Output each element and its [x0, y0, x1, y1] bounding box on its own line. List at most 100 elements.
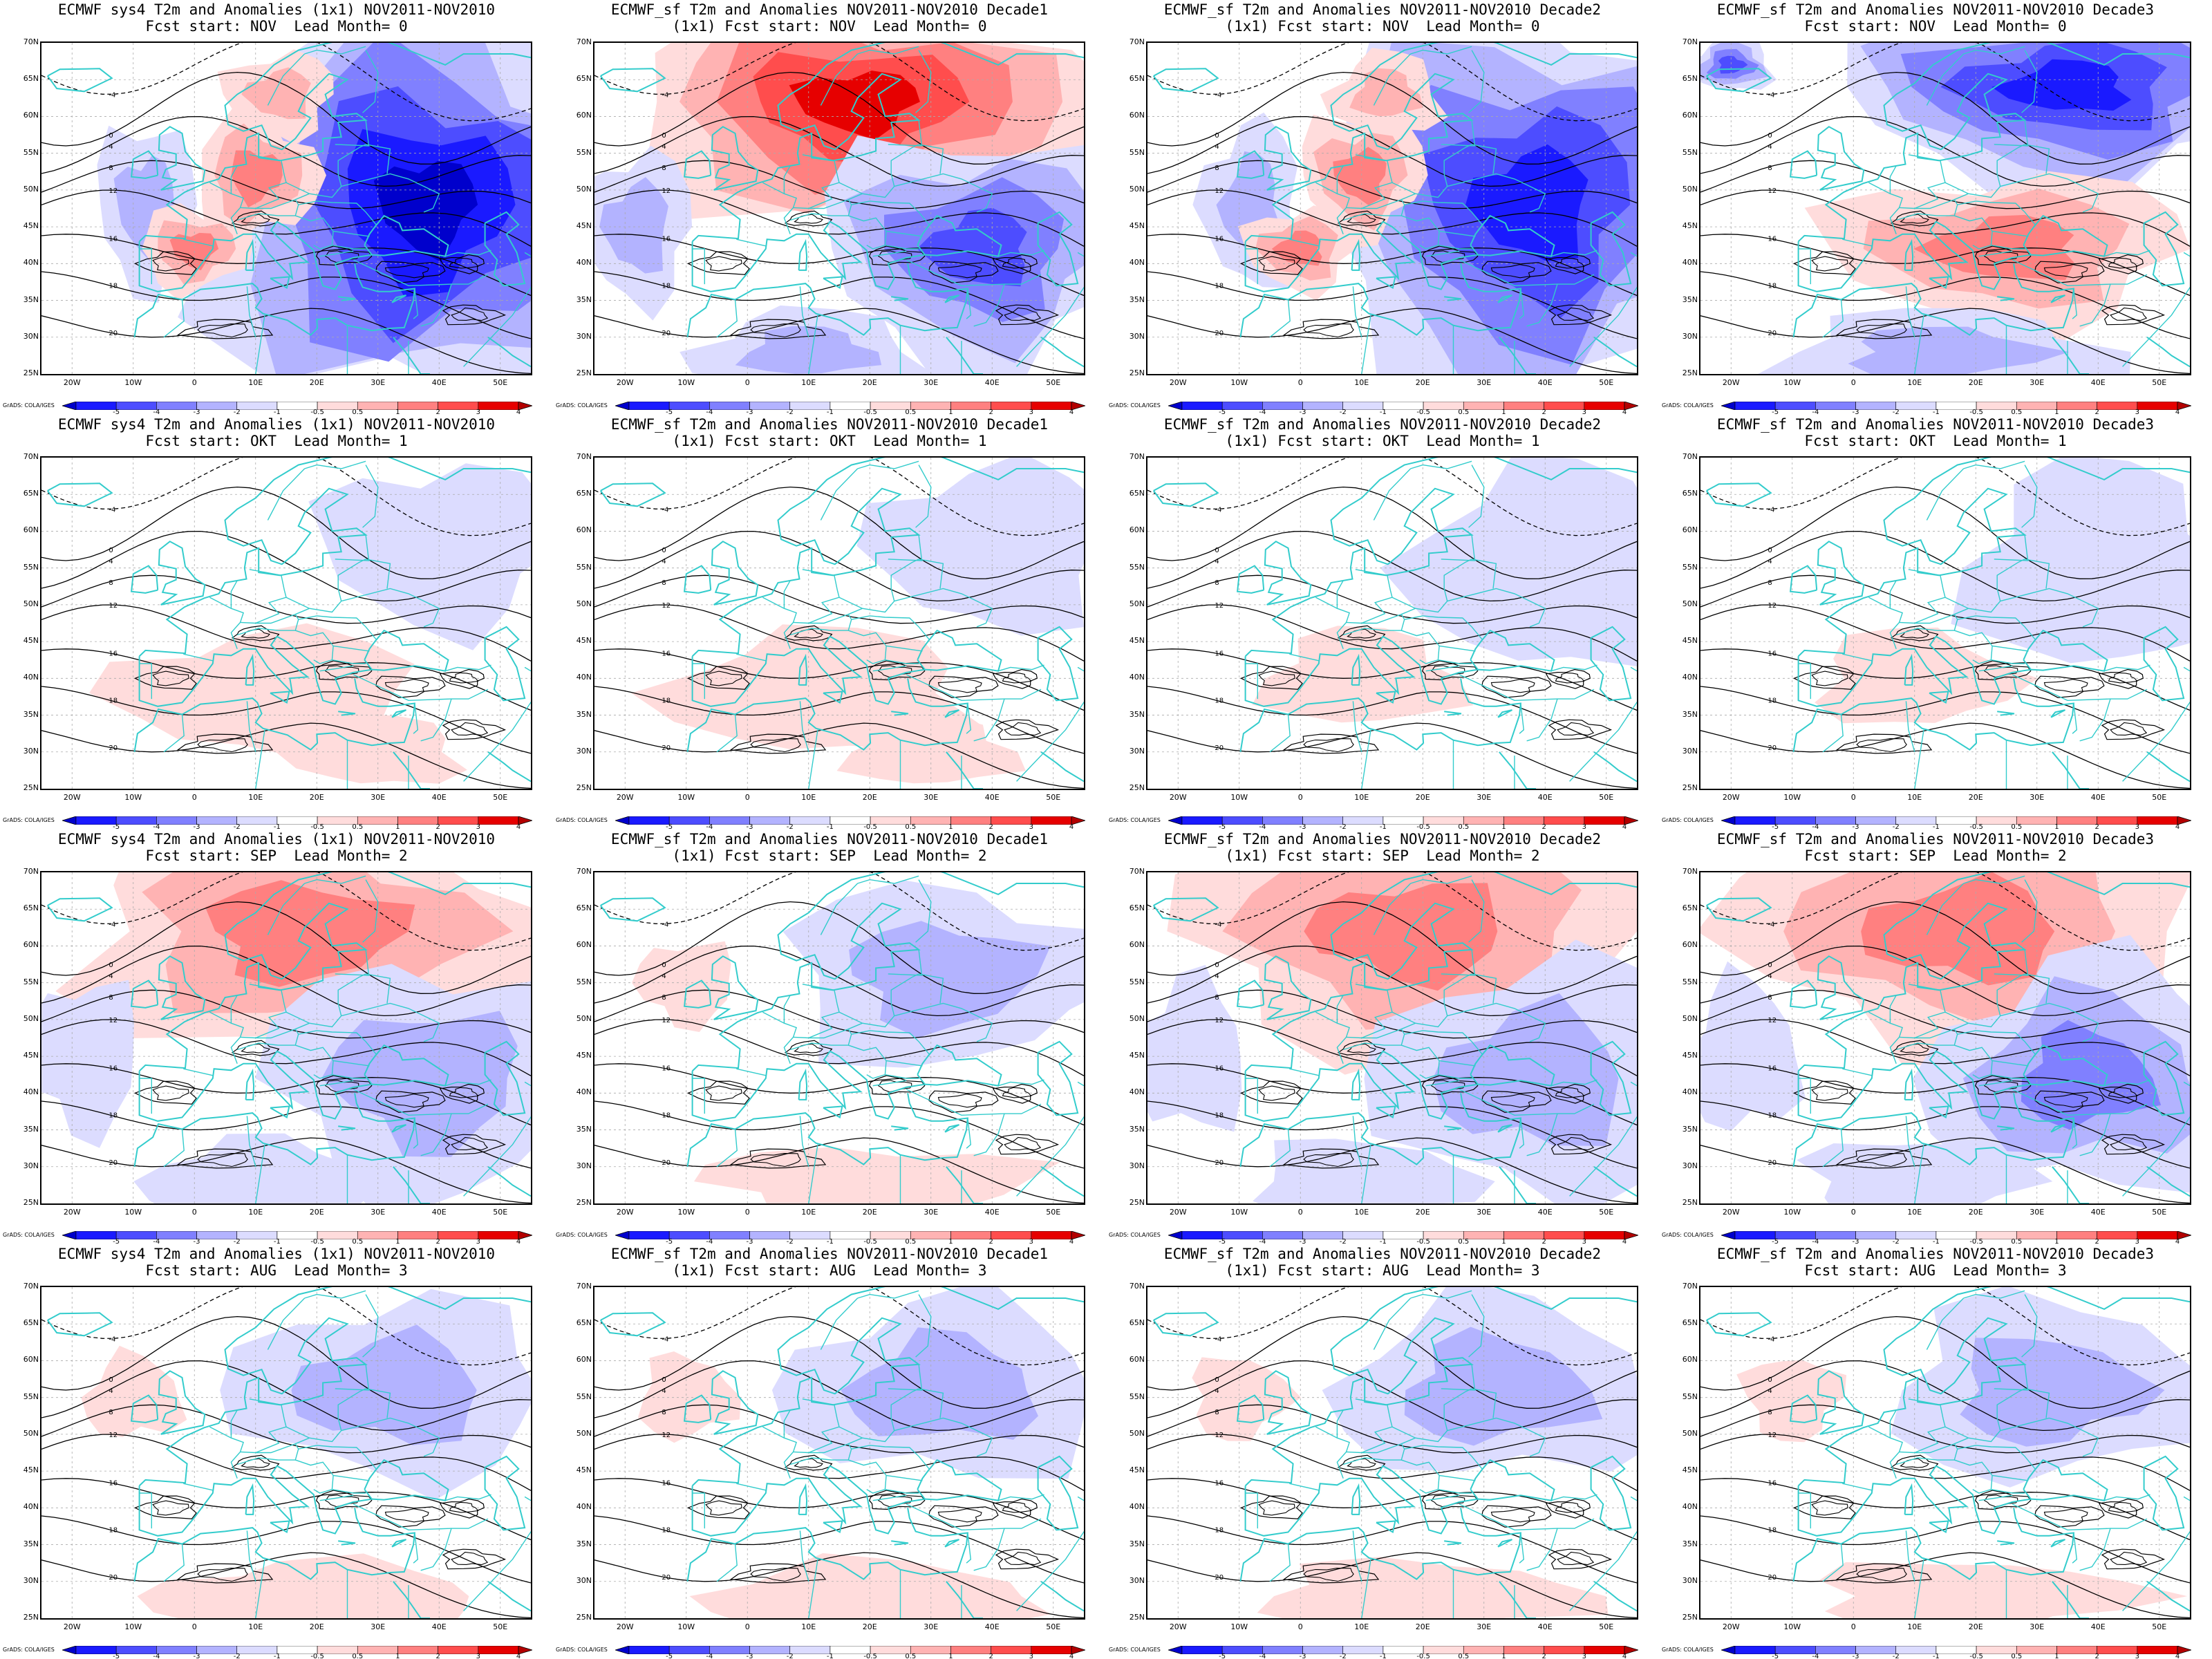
latitude-label: 60N — [23, 940, 39, 950]
latitude-label: 60N — [23, 1355, 39, 1365]
latitude-label: 60N — [23, 525, 39, 535]
latitude-label: 30N — [1682, 746, 1698, 756]
colorbar — [61, 1230, 534, 1240]
latitude-label: 40N — [23, 1087, 39, 1097]
longitude-label: 40E — [2090, 378, 2106, 387]
svg-text:20: 20 — [1768, 744, 1777, 752]
longitude-label: 10E — [801, 1622, 816, 1631]
longitude-label: 50E — [1599, 378, 1614, 387]
svg-text:20: 20 — [662, 744, 671, 752]
longitude-label: 10E — [248, 793, 263, 802]
map-canvas: -4 0 4 8 12 16 18 20 — [594, 1287, 1084, 1618]
longitude-label: 40E — [2090, 793, 2106, 802]
svg-text:18: 18 — [109, 697, 118, 705]
latitude-label: 35N — [23, 1124, 39, 1134]
longitude-label: 10E — [248, 1622, 263, 1631]
colorbar-swatch — [1815, 401, 1856, 411]
svg-text:16: 16 — [1215, 1065, 1224, 1073]
colorbar-tick-label: 2 — [2094, 409, 2099, 415]
longitude-label: 30E — [1477, 1622, 1492, 1631]
colorbar-tick-label: -2 — [233, 409, 241, 415]
colorbar-tick-label: -4 — [153, 409, 160, 415]
colorbar-swatch — [910, 1645, 951, 1655]
svg-text:20: 20 — [109, 744, 118, 752]
panel-title-line1: ECMWF sys4 T2m and Anomalies (1x1) NOV20… — [57, 1246, 496, 1262]
latitude-label: 55N — [1682, 977, 1698, 986]
panel-title-line1: ECMWF_sf T2m and Anomalies NOV2011-NOV20… — [1716, 1246, 2155, 1262]
longitude-label: 0 — [744, 378, 750, 387]
svg-text:-4: -4 — [662, 921, 668, 929]
colorbar-tick-label: 3 — [476, 1238, 480, 1244]
svg-text:12: 12 — [1768, 1017, 1777, 1024]
grads-credit: GrADS: COLA/IGES — [3, 1232, 55, 1238]
colorbar-swatch — [789, 816, 831, 825]
svg-text:8: 8 — [1768, 579, 1772, 587]
colorbar-swatch — [1262, 816, 1303, 825]
latitude-label: 60N — [1682, 111, 1698, 120]
colorbar-swatch — [196, 1645, 238, 1655]
svg-text:16: 16 — [109, 650, 118, 658]
latitude-label: 45N — [1682, 221, 1698, 231]
svg-text:8: 8 — [109, 994, 113, 1002]
colorbar-swatch — [668, 816, 710, 825]
latitude-label: 50N — [23, 1428, 39, 1438]
colorbar-legend — [614, 1229, 1087, 1244]
svg-text:18: 18 — [1215, 697, 1224, 705]
svg-text:12: 12 — [109, 1017, 118, 1024]
colorbar-tick-label: -3 — [746, 409, 753, 415]
longitude-label: 20W — [63, 1208, 81, 1217]
colorbar-swatch — [910, 816, 951, 825]
colorbar-tick-label: 0.5 — [2011, 1653, 2023, 1659]
colorbar-swatch — [1463, 1645, 1504, 1655]
colorbar-tick-label: -1 — [826, 1653, 834, 1659]
panel-title-line2: Fcst start: SEP Lead Month= 2 — [1804, 847, 2067, 864]
colorbar-swatch — [789, 401, 831, 411]
colorbar-legend — [61, 814, 534, 830]
anomaly-map: -4 0 4 8 12 16 18 20 — [40, 871, 532, 1205]
latitude-label: 55N — [23, 977, 39, 986]
latitude-label: 35N — [576, 709, 592, 719]
colorbar-tick-label: 3 — [1029, 1653, 1033, 1659]
latitude-label: 25N — [23, 783, 39, 792]
svg-text:-4: -4 — [1768, 921, 1774, 929]
latitude-label: 45N — [23, 1465, 39, 1475]
panel-title-line1: ECMWF_sf T2m and Anomalies NOV2011-NOV20… — [610, 416, 1049, 433]
longitude-label: 30E — [371, 1208, 386, 1217]
latitude-label: 45N — [576, 1465, 592, 1475]
latitude-label: 25N — [1129, 783, 1145, 792]
colorbar-tick-label: -1 — [273, 1653, 281, 1659]
latitude-label: 40N — [23, 258, 39, 268]
latitude-label: 25N — [23, 368, 39, 377]
colorbar-tick-label: -4 — [1259, 1653, 1266, 1659]
latitude-label: 60N — [23, 111, 39, 120]
colorbar-swatch — [668, 1230, 710, 1240]
map-panel: ECMWF sys4 T2m and Anomalies (1x1) NOV20… — [0, 0, 553, 415]
latitude-label: 25N — [576, 1613, 592, 1622]
svg-text:4: 4 — [662, 973, 666, 980]
colorbar-tick-label: -0.5 — [1416, 823, 1430, 830]
latitude-label: 40N — [576, 1087, 592, 1097]
colorbar-swatch — [709, 401, 750, 411]
panel-title-line1: ECMWF_sf T2m and Anomalies NOV2011-NOV20… — [1163, 1246, 1602, 1262]
colorbar-swatch — [668, 1645, 710, 1655]
map-panel: ECMWF_sf T2m and Anomalies NOV2011-NOV20… — [553, 0, 1106, 415]
colorbar-swatch — [397, 401, 438, 411]
latitude-label: 50N — [1682, 1428, 1698, 1438]
colorbar-tick-label: -2 — [786, 1238, 794, 1244]
colorbar-swatch — [1342, 816, 1384, 825]
svg-text:12: 12 — [1215, 1017, 1224, 1024]
svg-text:-4: -4 — [1215, 92, 1221, 100]
colorbar-swatch — [438, 816, 479, 825]
latitude-label: 35N — [1129, 709, 1145, 719]
svg-text:20: 20 — [662, 1159, 671, 1167]
map-panel: ECMWF_sf T2m and Anomalies NOV2011-NOV20… — [553, 830, 1106, 1244]
colorbar-tick-label: 1 — [948, 409, 953, 415]
latitude-label: 55N — [23, 562, 39, 572]
svg-text:20: 20 — [109, 1159, 118, 1167]
latitude-label: 65N — [1682, 74, 1698, 84]
colorbar-tick-label: 2 — [988, 1238, 993, 1244]
colorbar-tick-label: 0.5 — [1458, 823, 1470, 830]
map-canvas: -4 0 4 8 12 16 18 20 — [594, 43, 1084, 374]
panel-title-line2: (1x1) Fcst start: SEP Lead Month= 2 — [672, 847, 987, 864]
longitude-label: 20E — [1968, 793, 1983, 802]
